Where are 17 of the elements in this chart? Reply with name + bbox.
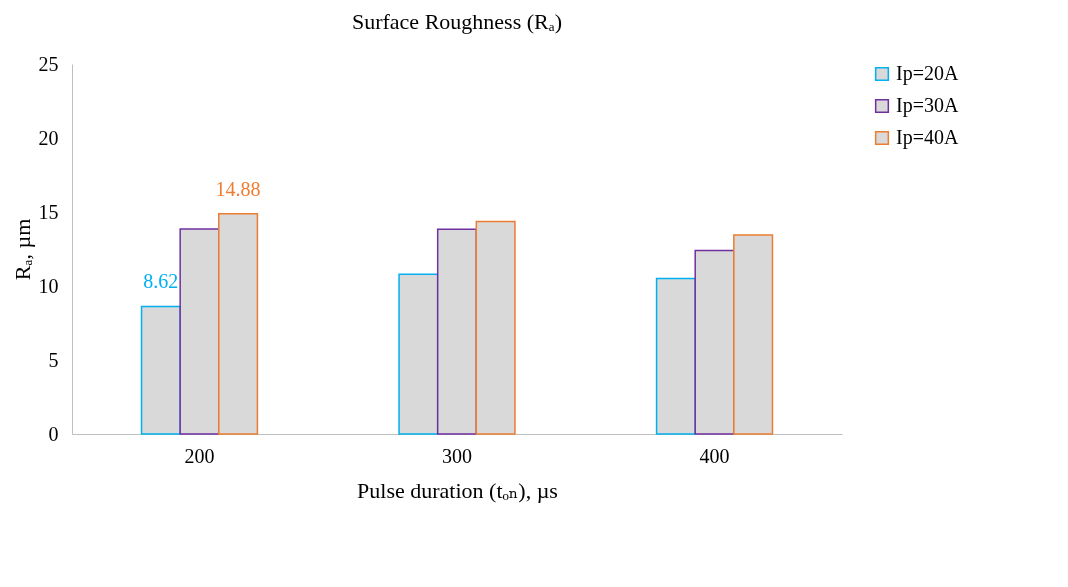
x-tick-label: 300 — [442, 444, 472, 467]
y-tick-label: 15 — [38, 200, 59, 223]
legend-label: Ip=40A — [896, 126, 959, 149]
y-tick-label: 0 — [48, 422, 59, 445]
data-label: 8.62 — [143, 270, 179, 293]
y-axis-title: Rₐ, µm — [9, 218, 35, 281]
x-tick-label: 400 — [699, 444, 730, 467]
legend-label: Ip=30A — [896, 94, 959, 117]
data-label: 14.88 — [215, 177, 261, 200]
y-tick-label: 25 — [38, 52, 59, 75]
y-tick-label: 5 — [48, 348, 59, 371]
x-tick-label: 200 — [184, 444, 215, 467]
y-tick-label: 10 — [38, 274, 59, 297]
legend-label: Ip=20A — [896, 62, 959, 85]
chart-title: Surface Roughness (Rₐ) — [351, 9, 563, 34]
y-tick-label: 20 — [38, 126, 59, 149]
x-axis-title: Pulse duration (tₒₙ), µs — [357, 477, 558, 503]
